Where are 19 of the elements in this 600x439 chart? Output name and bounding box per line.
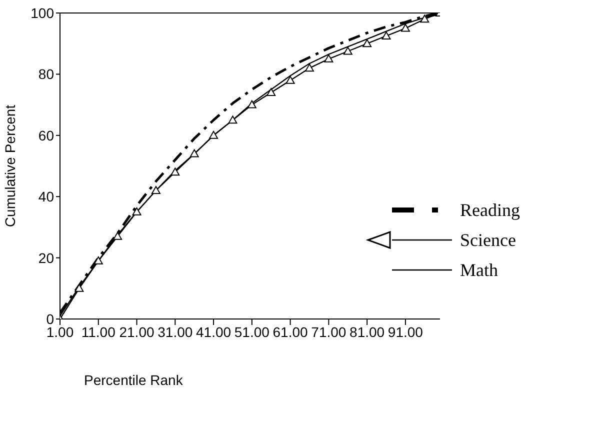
x-tick-label: 51.00: [234, 324, 270, 340]
legend-label: Math: [460, 260, 498, 280]
x-tick-label: 11.00: [81, 324, 116, 340]
x-tick-label: 21.00: [119, 324, 154, 340]
y-tick-label: 20: [38, 250, 54, 266]
x-tick-label: 61.00: [272, 324, 308, 340]
y-axis-title: Cumulative Percent: [2, 104, 18, 228]
x-tick-label: 41.00: [196, 324, 232, 340]
x-tick-label: 81.00: [350, 324, 385, 340]
x-axis-title: Percentile Rank: [84, 372, 184, 388]
x-tick-label: 31.00: [158, 324, 193, 340]
x-tick-label: 71.00: [311, 324, 346, 340]
y-tick-label: 40: [38, 188, 54, 205]
legend-label: Science: [460, 230, 516, 250]
y-tick-label: 100: [30, 5, 54, 21]
y-tick-label: 80: [38, 66, 54, 82]
legend-label: Reading: [460, 200, 520, 220]
y-tick-label: 60: [38, 127, 54, 144]
x-tick-label: 91.00: [388, 324, 424, 340]
